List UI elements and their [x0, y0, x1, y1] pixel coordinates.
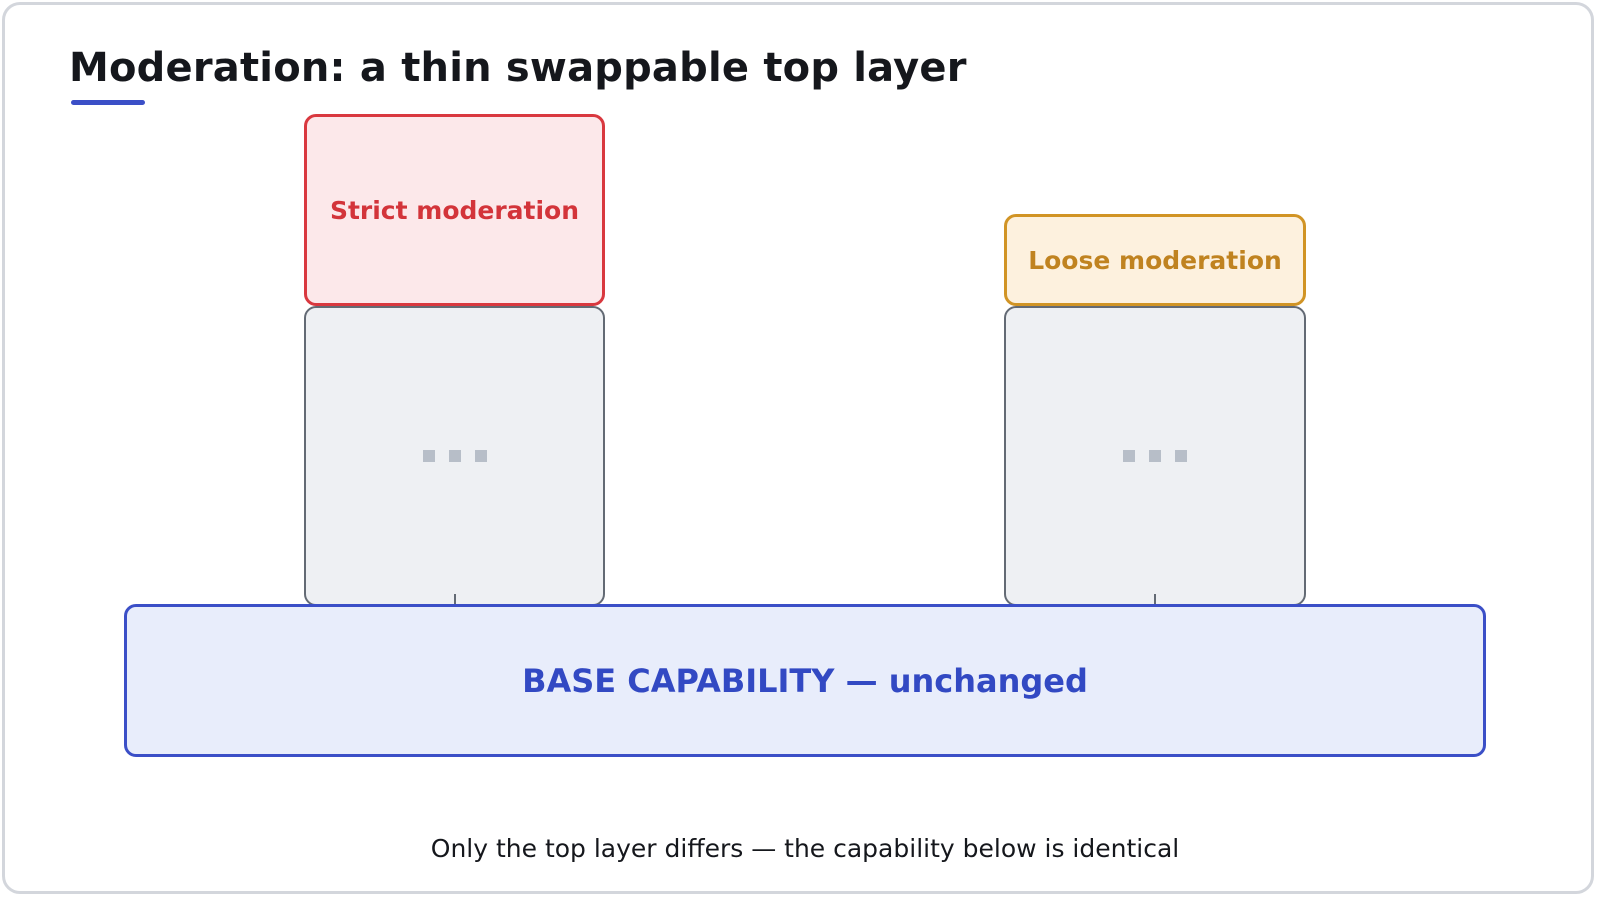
strict-moderation-layer: Strict moderation	[304, 114, 605, 306]
hidden-layers-stack-right	[1004, 306, 1306, 606]
hidden-layers-stack-left	[304, 306, 605, 606]
ellipsis-icon	[422, 450, 487, 462]
connector-tick-right	[1154, 594, 1156, 604]
page-title: Moderation: a thin swappable top layer	[69, 45, 967, 91]
title-underline	[71, 100, 145, 105]
loose-moderation-label: Loose moderation	[1028, 245, 1282, 275]
caption: Only the top layer differs — the capabil…	[430, 834, 1180, 863]
base-capability-layer: BASE CAPABILITY — unchanged	[124, 604, 1486, 757]
ellipsis-icon	[1123, 450, 1187, 462]
strict-moderation-label: Strict moderation	[329, 195, 580, 225]
connector-tick-left	[454, 594, 456, 604]
base-capability-label: BASE CAPABILITY — unchanged	[522, 661, 1088, 700]
loose-moderation-layer: Loose moderation	[1004, 214, 1306, 306]
